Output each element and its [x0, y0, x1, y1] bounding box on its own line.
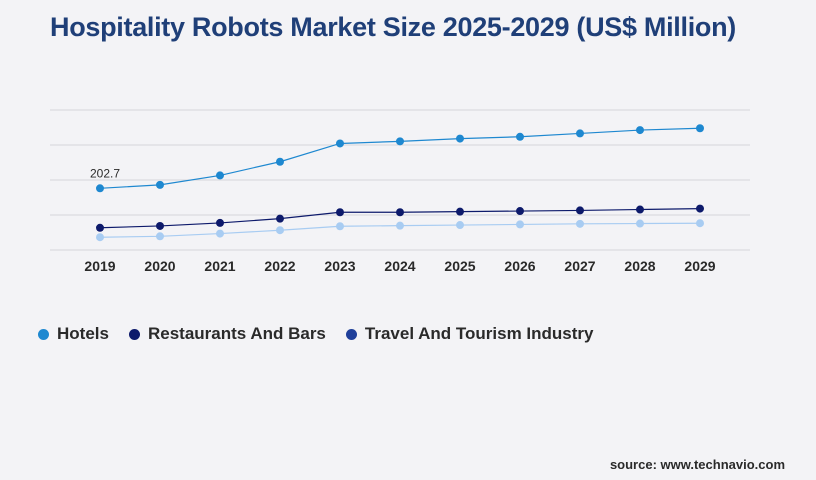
- data-point-travel-and-tourism-industry: [156, 232, 164, 241]
- data-point-hotels: [576, 129, 584, 138]
- data-point-hotels: [156, 180, 164, 189]
- legend-label-restaurants-and-bars: Restaurants And Bars: [147, 324, 326, 343]
- data-label: 202.7: [90, 166, 120, 180]
- data-point-hotels: [216, 171, 224, 180]
- data-point-travel-and-tourism-industry: [96, 233, 104, 242]
- data-point-travel-and-tourism-industry: [516, 220, 524, 229]
- x-tick-label: 2025: [444, 258, 475, 274]
- data-point-restaurants-and-bars: [336, 208, 344, 217]
- source-credit: source: www.technavio.com: [609, 457, 785, 472]
- data-point-restaurants-and-bars: [276, 214, 284, 223]
- x-tick-label: 2027: [564, 258, 595, 274]
- data-point-travel-and-tourism-industry: [696, 219, 704, 228]
- x-tick-label: 2028: [624, 258, 655, 274]
- data-point-restaurants-and-bars: [456, 207, 464, 216]
- data-point-travel-and-tourism-industry: [636, 219, 644, 228]
- x-tick-label: 2019: [84, 258, 115, 274]
- series-line-hotels: [99, 127, 701, 189]
- legend-marker-travel-and-tourism-industry: [345, 328, 357, 340]
- data-point-travel-and-tourism-industry: [276, 226, 284, 235]
- data-point-restaurants-and-bars: [396, 208, 404, 217]
- data-point-restaurants-and-bars: [576, 206, 584, 215]
- data-point-hotels: [396, 137, 404, 146]
- legend-label-travel-and-tourism-industry: Travel And Tourism Industry: [364, 324, 594, 343]
- legend-item-travel-and-tourism-industry[interactable]: Travel And Tourism Industry: [345, 324, 594, 344]
- data-point-restaurants-and-bars: [96, 223, 104, 232]
- legend-item-restaurants-and-bars[interactable]: Restaurants And Bars: [128, 324, 326, 344]
- chart-title: Hospitality Robots Market Size 2025-2029…: [50, 12, 736, 42]
- legend-label-hotels: Hotels: [57, 324, 109, 343]
- legend-item-hotels[interactable]: Hotels: [38, 324, 109, 344]
- x-tick-label: 2022: [264, 258, 295, 274]
- chart-legend: Hotels Restaurants And Bars Travel And T…: [38, 324, 614, 344]
- data-point-travel-and-tourism-industry: [396, 221, 404, 230]
- data-point-restaurants-and-bars: [696, 204, 704, 213]
- data-point-hotels: [276, 157, 284, 166]
- data-point-restaurants-and-bars: [216, 218, 224, 227]
- data-point-travel-and-tourism-industry: [456, 221, 464, 230]
- data-point-hotels: [96, 184, 104, 193]
- x-tick-label: 2020: [144, 258, 175, 274]
- data-point-hotels: [456, 134, 464, 143]
- data-point-hotels: [336, 139, 344, 148]
- data-point-travel-and-tourism-industry: [216, 229, 224, 238]
- x-tick-label: 2021: [204, 258, 235, 274]
- data-point-restaurants-and-bars: [516, 207, 524, 216]
- data-point-travel-and-tourism-industry: [336, 222, 344, 231]
- x-tick-label: 2026: [504, 258, 535, 274]
- data-point-restaurants-and-bars: [636, 205, 644, 214]
- data-point-hotels: [636, 126, 644, 135]
- data-point-restaurants-and-bars: [156, 221, 164, 230]
- x-tick-label: 2023: [324, 258, 355, 274]
- data-point-travel-and-tourism-industry: [576, 219, 584, 228]
- x-tick-label: 2029: [684, 258, 715, 274]
- legend-marker-hotels: [38, 328, 49, 340]
- legend-marker-restaurants-and-bars: [128, 328, 140, 340]
- data-point-hotels: [516, 132, 524, 141]
- data-point-hotels: [696, 124, 704, 133]
- x-tick-label: 2024: [384, 258, 415, 274]
